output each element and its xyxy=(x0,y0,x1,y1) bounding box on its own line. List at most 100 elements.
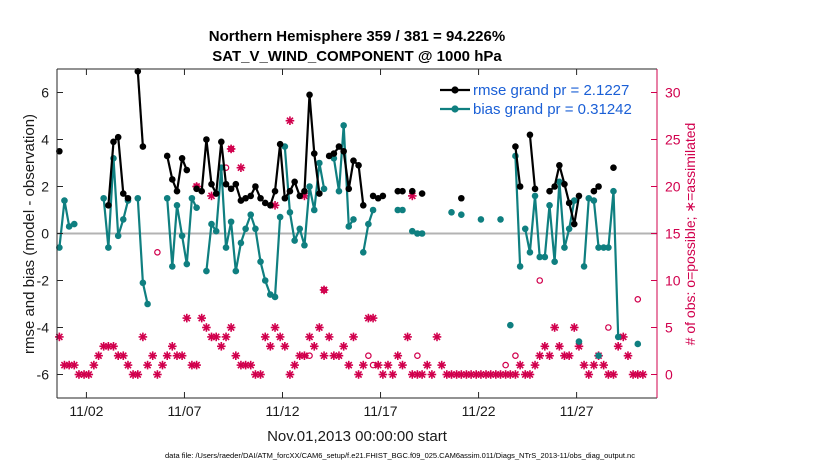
bias-point xyxy=(561,244,568,251)
obs-assimilated-marker xyxy=(417,370,427,379)
bias-point xyxy=(458,211,465,218)
legend-bias-label: bias grand pr = 0.31242 xyxy=(473,101,632,118)
rmse-point xyxy=(340,147,347,155)
obs-assimilated-marker xyxy=(339,342,348,351)
y-left-tick-label: 4 xyxy=(41,132,49,148)
bias-point xyxy=(261,277,269,284)
bias-point xyxy=(271,293,279,301)
legend-rmse-swatch-marker xyxy=(451,86,459,94)
obs-assimilated-marker xyxy=(55,332,64,342)
obs-assimilated-marker xyxy=(564,351,574,360)
rmse-point xyxy=(399,187,406,195)
bias-point xyxy=(237,239,245,247)
bias-point xyxy=(306,183,313,190)
bias-point xyxy=(65,223,73,230)
bias-point xyxy=(134,194,142,202)
obs-assimilated-marker xyxy=(270,201,280,210)
x-tick-label: 11/12 xyxy=(265,403,299,419)
x-axis-label: Nov.01,2013 00:00:00 start xyxy=(267,428,448,445)
obs-assimilated-marker xyxy=(623,351,633,360)
bias-point xyxy=(600,244,607,251)
bias-point xyxy=(168,263,176,270)
rmse-point xyxy=(119,190,127,197)
obs-assimilated-marker xyxy=(226,323,236,332)
x-tick-label: 11/17 xyxy=(364,403,398,419)
rmse-point xyxy=(134,68,142,75)
bias-point xyxy=(345,223,353,230)
obs-assimilated-marker xyxy=(123,360,133,370)
rmse-point xyxy=(163,152,171,160)
rmse-line-segment xyxy=(166,155,188,193)
bias-point xyxy=(570,197,578,204)
bias-point xyxy=(521,225,529,233)
bias-point xyxy=(222,244,230,251)
y-axis-label-right: # of obs: o=possible; ∗=assimilated xyxy=(682,123,698,346)
rmse-point xyxy=(458,194,465,202)
obs-assimilated-marker xyxy=(319,351,329,360)
bias-point xyxy=(56,244,63,251)
bias-point xyxy=(394,206,402,214)
bias-point xyxy=(507,321,514,329)
bias-point xyxy=(595,244,602,251)
rmse-point xyxy=(56,147,63,155)
axes-layer: 11/02 11/07 11/12 11/17 11/22 11/27 -6 -4 -2 0 2 4 6… xyxy=(37,68,681,419)
y-left-tick-label: -6 xyxy=(37,367,50,383)
obs-possible-marker xyxy=(414,352,421,360)
rmse-point xyxy=(261,199,269,207)
obs-assimilated-marker xyxy=(584,370,594,379)
bias-point xyxy=(183,260,191,268)
y-right-tick-label: 30 xyxy=(665,85,681,101)
rmse-point xyxy=(276,140,284,148)
obs-assimilated-marker xyxy=(309,342,319,351)
data-file-footer: data file: /Users/raeder/DAI/ATM_forcXX/… xyxy=(165,451,635,460)
x-tick-label: 11/22 xyxy=(462,403,496,419)
bias-point xyxy=(144,300,151,308)
obs-assimilated-marker xyxy=(609,370,618,379)
rmse-point xyxy=(227,185,235,193)
rmse-point xyxy=(208,180,215,188)
rmse-point xyxy=(173,187,181,195)
rmse-point xyxy=(310,150,318,157)
obs-assimilated-marker xyxy=(422,360,432,370)
obs-assimilated-marker xyxy=(192,360,201,370)
bias-point xyxy=(365,220,372,228)
obs-assimilated-marker xyxy=(266,342,275,351)
obs-assimilated-marker xyxy=(324,332,334,342)
bias-point xyxy=(286,209,294,216)
bias-point xyxy=(418,230,426,237)
obs-assimilated-marker xyxy=(256,370,265,379)
bias-point xyxy=(369,206,377,214)
y-right-tick-label: 10 xyxy=(665,273,681,289)
bias-point xyxy=(580,263,588,270)
obs-assimilated-marker xyxy=(177,351,187,360)
y-left-tick-label: -2 xyxy=(37,273,50,289)
bias-point xyxy=(212,227,220,235)
bias-point xyxy=(252,225,259,233)
bias-point xyxy=(316,159,323,167)
bias-point xyxy=(257,258,264,266)
bias-point xyxy=(340,122,347,129)
rmse-point xyxy=(183,166,191,174)
rmse-line-segment xyxy=(514,146,522,187)
obs-assimilated-marker xyxy=(246,360,256,370)
obs-assimilated-marker xyxy=(398,360,407,370)
obs-possible-marker xyxy=(512,352,519,360)
rmse-point xyxy=(271,187,279,195)
rmse-point xyxy=(306,91,313,99)
rmse-point xyxy=(575,192,583,200)
rmse-point xyxy=(369,192,377,200)
rmse-point xyxy=(551,183,558,190)
bias-point xyxy=(335,187,343,195)
obs-assimilated-marker xyxy=(197,313,207,323)
obs-assimilated-marker xyxy=(300,351,309,360)
rmse-point xyxy=(316,190,323,197)
obs-assimilated-marker xyxy=(217,342,226,351)
chart-subtitle: SAT_V_WIND_COMPONENT @ 1000 hPa xyxy=(212,48,502,65)
x-tick-label: 11/27 xyxy=(560,403,594,419)
obs-assimilated-marker xyxy=(275,332,285,342)
bias-line-segment xyxy=(205,166,282,299)
obs-assimilated-marker xyxy=(305,332,314,342)
bias-point xyxy=(320,185,328,193)
rmse-point xyxy=(531,185,539,193)
bias-point xyxy=(531,192,539,200)
